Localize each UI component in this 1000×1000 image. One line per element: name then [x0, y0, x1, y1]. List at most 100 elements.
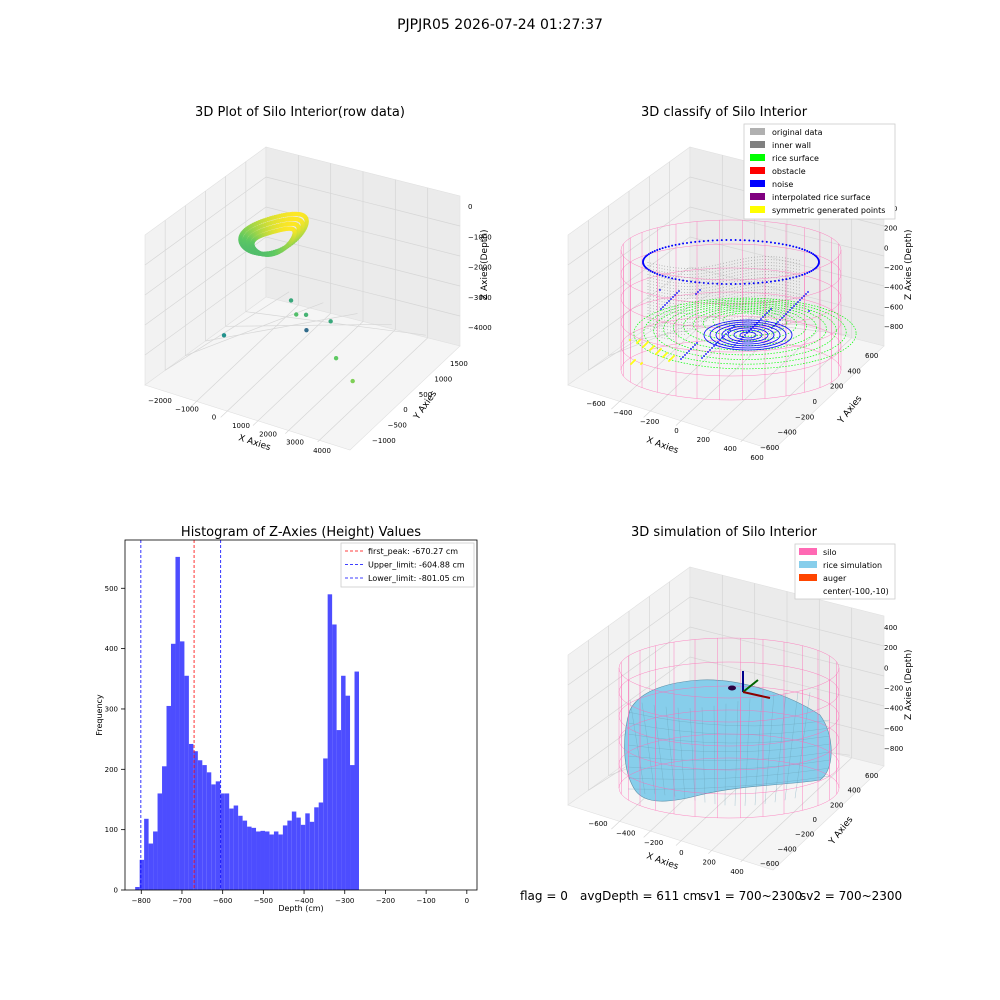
grid-line — [265, 176, 461, 227]
reference-lines — [140, 540, 222, 890]
noise-point — [730, 283, 732, 285]
tick-label: −600 — [760, 860, 779, 868]
noise-point — [789, 309, 791, 311]
noise-point — [671, 277, 674, 280]
noise-point — [729, 329, 731, 331]
noise-point — [761, 240, 764, 243]
grid-line — [689, 236, 885, 287]
noise-point — [674, 294, 676, 296]
histogram-bar — [211, 784, 216, 890]
noise-ring — [739, 331, 757, 339]
rice-surface — [624, 679, 832, 802]
histogram-bar — [175, 556, 180, 890]
histogram-bar — [260, 830, 265, 890]
grid-line — [567, 626, 691, 716]
panel-histogram: Histogram of Z-Axies (Height) Values −80… — [95, 525, 478, 913]
noise-point — [662, 306, 664, 308]
histogram-bar — [282, 825, 288, 890]
histogram-bar — [193, 751, 198, 890]
noise-point — [752, 326, 754, 328]
tick-label: −500 — [388, 422, 407, 430]
surface-mesh-line — [724, 703, 727, 806]
noise-ring — [715, 323, 781, 347]
noise-point — [734, 239, 737, 242]
noise-point — [664, 246, 667, 249]
rice-surface-ring — [643, 299, 847, 365]
noise-point — [676, 292, 678, 294]
grid-line — [144, 266, 267, 356]
noise-point — [797, 301, 799, 303]
histogram-bar — [166, 705, 171, 890]
histogram-bar — [296, 817, 301, 890]
grid-line — [220, 313, 331, 418]
panel-title: 3D simulation of Silo Interior — [631, 525, 818, 540]
noise-point — [666, 302, 668, 304]
tick-label: −400 — [884, 284, 903, 292]
noise-point — [756, 322, 758, 324]
noise-point — [701, 357, 703, 359]
noise-point — [785, 278, 788, 281]
histogram-bar — [327, 594, 333, 890]
noise-point — [674, 278, 677, 281]
surface-mesh-line — [627, 775, 831, 790]
noise-point — [795, 303, 797, 305]
auger-axis-x — [742, 691, 771, 699]
legend-label: rice surface — [772, 154, 819, 163]
legend-frame — [743, 123, 896, 220]
noise-point — [801, 297, 803, 299]
x-tick-label: −700 — [172, 897, 191, 905]
noise-point — [682, 279, 685, 282]
noise-point — [667, 245, 670, 248]
symmetric-point — [638, 338, 642, 342]
noise-point — [788, 244, 791, 247]
noise-point — [743, 239, 746, 242]
legend: silo rice simulation auger center(-100,-10) — [794, 543, 896, 600]
surface-mesh-line — [734, 701, 739, 806]
noise-point — [717, 341, 719, 343]
tick-label: −1000 — [468, 233, 492, 241]
tick-label: 600 — [865, 772, 878, 780]
x-tick-label: −100 — [417, 897, 436, 905]
y-axis-label: Y Axies — [836, 394, 865, 427]
noise-point — [727, 331, 729, 333]
histogram-bar — [318, 802, 324, 890]
footer-sv2: sv2 = 700~2300 — [800, 889, 903, 903]
noise-point — [808, 310, 810, 312]
tick-label: −600 — [586, 400, 605, 408]
data-point — [221, 333, 227, 338]
noise-point — [773, 325, 775, 327]
noise-point — [682, 242, 685, 245]
tick-label: −800 — [884, 323, 903, 331]
noise-point — [757, 281, 760, 284]
noise-point — [787, 311, 789, 313]
histogram-bar — [323, 758, 328, 890]
noise-point — [739, 239, 742, 242]
legend-swatch — [750, 141, 765, 148]
noise-point — [686, 241, 688, 244]
data-point — [333, 355, 339, 361]
histogram-bar — [247, 826, 252, 890]
histogram-bar — [332, 624, 337, 890]
noise-point — [791, 307, 793, 309]
noise-point — [799, 299, 801, 301]
grid-line — [144, 236, 267, 326]
noise-ring — [709, 321, 787, 349]
tick-label: 600 — [865, 352, 878, 360]
noise-point — [734, 344, 736, 346]
histogram-bar — [305, 813, 310, 890]
grid-line — [689, 656, 885, 707]
tick-label: 3000 — [286, 439, 304, 447]
grid-line — [567, 236, 691, 326]
histogram-bar — [287, 820, 292, 890]
histogram-bar — [206, 772, 212, 890]
grid-line — [265, 236, 461, 287]
grid-line — [185, 302, 324, 356]
noise-point — [795, 246, 798, 249]
tick-label: −200 — [795, 831, 814, 839]
grid-line — [611, 304, 723, 410]
grid-line — [567, 206, 691, 296]
legend-label: Upper_limit: -604.88 cm — [368, 561, 465, 570]
histogram-bar — [336, 730, 342, 890]
legend-label: silo — [823, 548, 837, 557]
